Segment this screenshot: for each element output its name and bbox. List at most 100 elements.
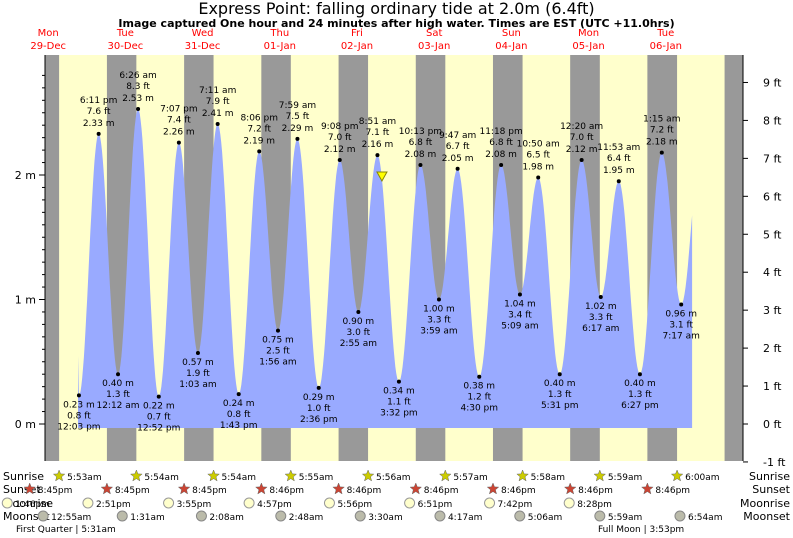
low-tide-point (396, 379, 401, 384)
high-tide-time: 7:07 pm (160, 105, 198, 115)
high-tide-m: 2.18 m (646, 138, 678, 148)
day-of-week-label: Mon (578, 28, 599, 39)
high-tide-m: 2.41 m (202, 109, 234, 119)
moonrise-icon (484, 497, 496, 509)
low-tide-m: 0.24 m (223, 399, 255, 409)
moonset-time: 1:31am (130, 513, 165, 523)
sunset-icon (409, 482, 423, 495)
low-tide-m: 0.40 m (544, 379, 576, 389)
low-tide-m: 0.29 m (303, 393, 335, 403)
moonset-icon (116, 510, 128, 522)
high-tide-time: 8:51 am (359, 117, 396, 127)
low-tide-time: 5:09 am (501, 322, 538, 332)
low-tide-ft: 0.8 ft (227, 410, 251, 420)
high-tide-time: 11:18 pm (479, 127, 522, 137)
sunset-icon (255, 482, 268, 495)
high-tide-m: 2.26 m (163, 128, 195, 138)
high-tide-time: 6:11 pm (80, 96, 118, 106)
sunrise-icon (670, 469, 684, 482)
y-tick-label-ft: 1 ft (763, 380, 782, 393)
low-tide-point (477, 374, 482, 379)
high-tide-ft: 7.2 ft (650, 126, 674, 136)
moonrise-time: 5:56pm (337, 500, 372, 510)
sunset-time: 8:46pm (501, 486, 536, 496)
high-tide-m: 2.08 m (405, 150, 437, 160)
moonset-time: 2:08am (209, 513, 244, 523)
high-tide-m: 2.33 m (83, 119, 115, 129)
sunset-icon (177, 482, 191, 495)
high-tide-time: 8:06 pm (240, 113, 278, 123)
low-tide-ft: 3.4 ft (508, 311, 532, 321)
high-tide-point (579, 158, 584, 163)
moonset-icon (594, 510, 606, 522)
sunset-time: 8:46pm (578, 486, 613, 496)
sunrise-row-label-right: Sunrise (749, 470, 790, 483)
low-tide-m: 0.34 m (383, 387, 415, 397)
high-tide-ft: 6.7 ft (446, 142, 470, 152)
date-label: 05-Jan (572, 41, 604, 52)
high-tide-ft: 7.6 ft (87, 107, 111, 117)
high-tide-point (659, 150, 664, 155)
sunrise-time: 6:00am (685, 473, 720, 483)
high-tide-m: 2.16 m (362, 140, 394, 150)
low-tide-ft: 3.0 ft (347, 328, 371, 338)
y-tick-label-ft: 9 ft (763, 76, 782, 89)
sunrise-icon (52, 469, 66, 482)
moonrise-icon (243, 497, 255, 509)
moonset-time: 12:55am (51, 513, 91, 523)
high-tide-ft: 6.8 ft (409, 138, 433, 148)
y-tick-label-m: 0 m (15, 418, 36, 431)
sunset-icon (641, 482, 654, 495)
moonset-icon (434, 510, 446, 522)
high-tide-ft: 8.3 ft (126, 82, 150, 92)
low-tide-m: 1.00 m (423, 305, 455, 315)
low-tide-point (116, 372, 121, 377)
high-tide-time: 10:13 pm (399, 127, 442, 137)
moonset-time: 5:59am (608, 513, 643, 523)
moonrise-row-label-right: Moonrise (740, 497, 790, 510)
date-label: 03-Jan (418, 41, 450, 52)
high-tide-ft: 7.5 ft (286, 112, 310, 122)
low-tide-time: 1:43 pm (220, 421, 258, 431)
low-tide-m: 0.40 m (102, 379, 134, 389)
low-tide-point (436, 297, 441, 302)
moonset-row-label-right: Moonset (743, 510, 790, 523)
moonset-icon (514, 510, 526, 522)
low-tide-m: 0.40 m (624, 379, 656, 389)
y-tick-label-m: 1 m (15, 294, 36, 307)
high-tide-m: 2.53 m (122, 94, 154, 104)
high-tide-ft: 7.0 ft (328, 133, 352, 143)
sunset-icon (486, 482, 500, 495)
day-of-week-label: Fri (351, 28, 363, 39)
low-tide-ft: 1.2 ft (467, 393, 491, 403)
y-tick-label-ft: -1 ft (763, 456, 786, 469)
moon-phase-first-quarter: First Quarter | 5:31am (16, 525, 116, 535)
low-tide-time: 3:59 am (420, 327, 457, 337)
sunset-time: 8:45pm (192, 486, 227, 496)
moonrise-icon (163, 497, 175, 509)
high-tide-time: 9:08 pm (321, 122, 359, 132)
high-tide-point (295, 136, 300, 141)
moonrise-row-label-left: Moonrise (3, 497, 53, 510)
date-label: 29-Dec (30, 41, 66, 52)
high-tide-point (375, 153, 380, 158)
low-tide-m: 1.04 m (504, 300, 536, 310)
low-tide-ft: 1.3 ft (106, 390, 130, 400)
sunset-time: 8:46pm (424, 486, 459, 496)
sunrise-icon (207, 469, 220, 482)
high-tide-m: 2.08 m (485, 150, 517, 160)
day-of-week-label: Mon (38, 28, 59, 39)
high-tide-point (418, 163, 423, 168)
low-tide-ft: 1.0 ft (307, 404, 331, 414)
high-tide-point (616, 179, 621, 184)
high-tide-ft: 7.1 ft (366, 128, 390, 138)
moonset-time: 4:17am (448, 513, 483, 523)
low-tide-ft: 3.3 ft (427, 316, 451, 326)
date-label: 02-Jan (341, 41, 373, 52)
sunrise-icon (516, 469, 529, 482)
sunrise-time: 5:54am (144, 473, 179, 483)
y-tick-label-ft: 4 ft (763, 266, 782, 279)
moonset-time: 6:54am (688, 513, 723, 523)
low-tide-point (316, 385, 321, 390)
low-tide-point (637, 372, 642, 377)
